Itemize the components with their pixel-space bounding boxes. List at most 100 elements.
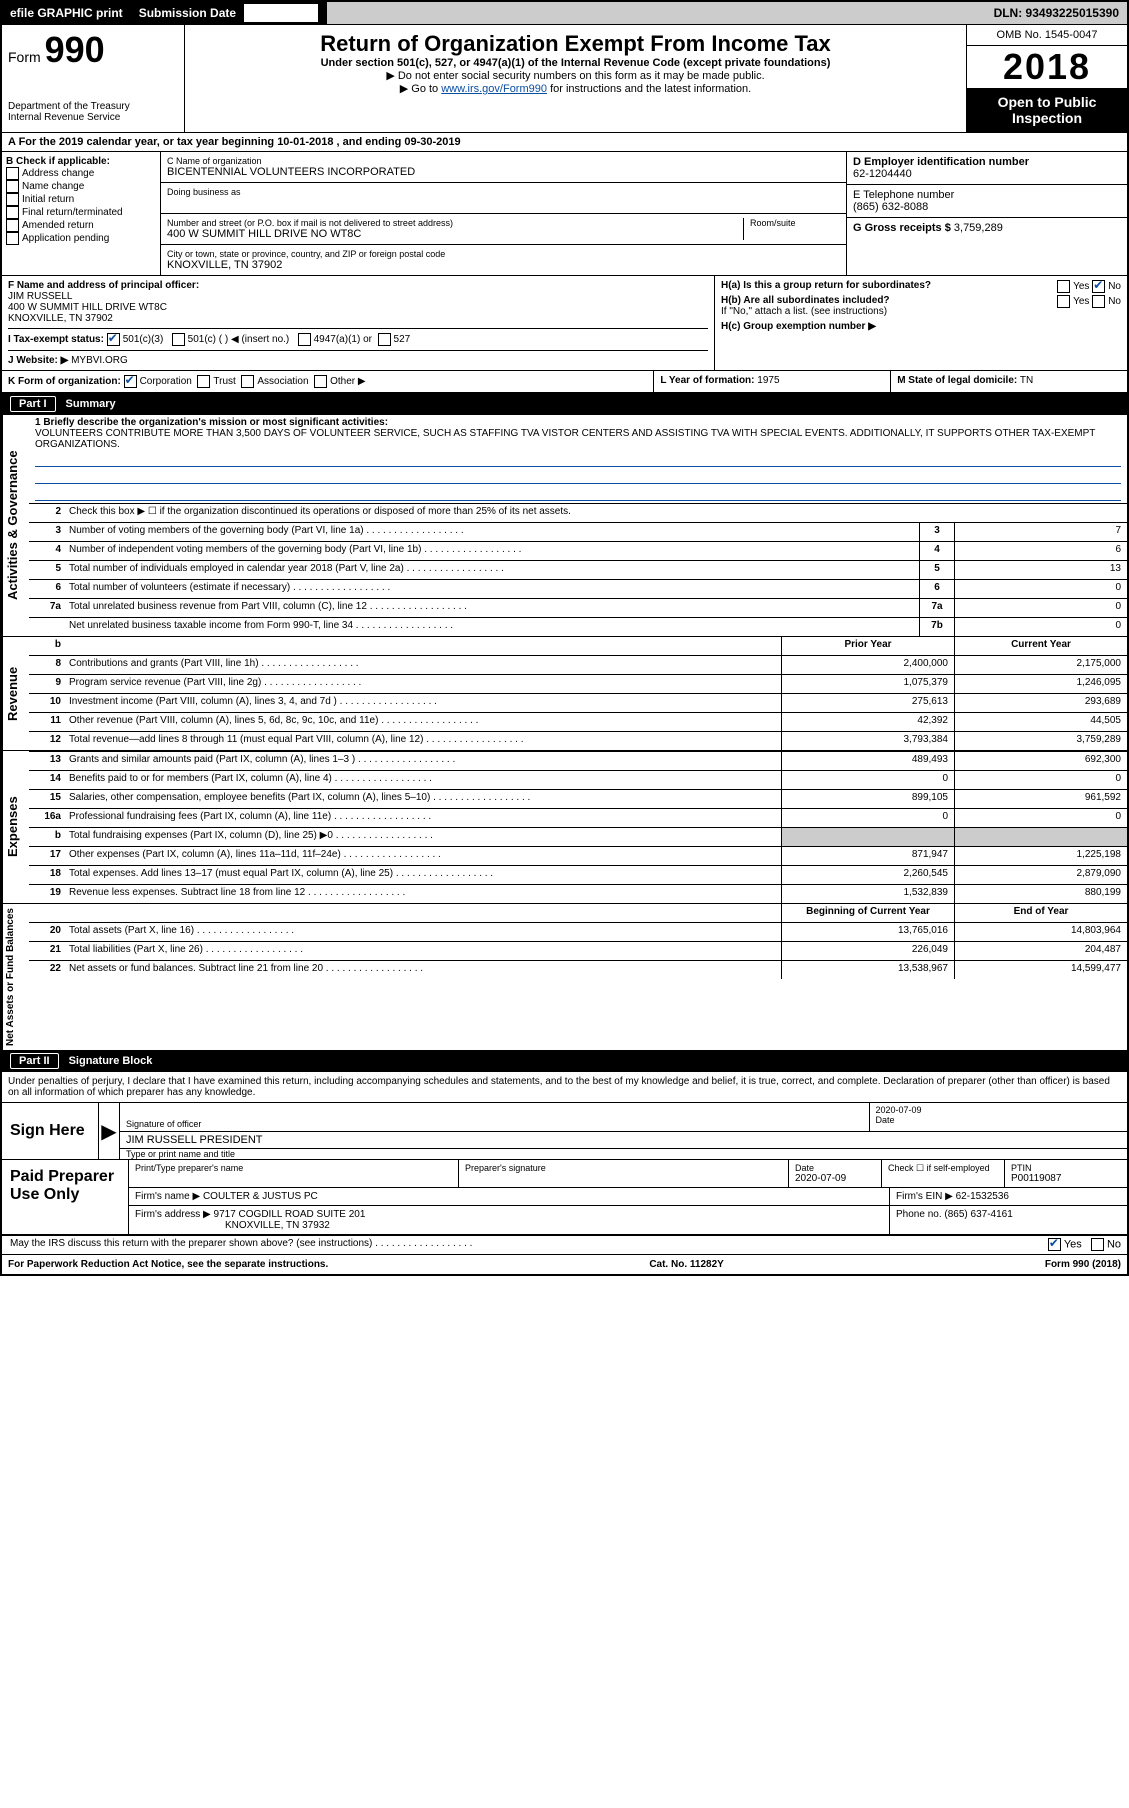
telephone-value: (865) 632-8088 — [853, 201, 1121, 213]
b-opt-final[interactable]: Final return/terminated — [6, 206, 156, 219]
line-desc: Number of voting members of the governin… — [65, 523, 919, 541]
501c-label: 501(c) ( ) ◀ (insert no.) — [188, 334, 290, 345]
b-opt-name[interactable]: Name change — [6, 180, 156, 193]
tax-status-label: I Tax-exempt status: — [8, 334, 104, 345]
501c-checkbox[interactable] — [172, 333, 185, 346]
hb-no-checkbox[interactable] — [1092, 295, 1105, 308]
line-desc: Other revenue (Part VIII, column (A), li… — [65, 713, 781, 731]
line-value: 0 — [954, 580, 1127, 598]
line-num: 20 — [29, 923, 65, 941]
4947-checkbox[interactable] — [298, 333, 311, 346]
prior-year-value: 0 — [781, 771, 954, 789]
firm-ein-value: 62-1532536 — [956, 1191, 1009, 1202]
prior-year-value: 42,392 — [781, 713, 954, 731]
b-opt-address[interactable]: Address change — [6, 167, 156, 180]
line-desc: Salaries, other compensation, employee b… — [65, 790, 781, 808]
sig-date-value: 2020-07-09 — [876, 1105, 1122, 1115]
current-year-value: 2,175,000 — [954, 656, 1127, 674]
e-tel-label: E Telephone number — [853, 189, 1121, 201]
header-right: OMB No. 1545-0047 2018 Open to Public In… — [966, 25, 1127, 132]
summary-line: 22 Net assets or fund balances. Subtract… — [29, 960, 1127, 979]
l-label: L Year of formation: — [660, 375, 754, 386]
current-year-value: 1,225,198 — [954, 847, 1127, 865]
line-value: 6 — [954, 542, 1127, 560]
summary-line: 6 Total number of volunteers (estimate i… — [29, 579, 1127, 598]
tax-year: 2018 — [967, 46, 1127, 88]
line-num: 5 — [29, 561, 65, 579]
paid-preparer-row: Paid Preparer Use Only Print/Type prepar… — [2, 1160, 1127, 1235]
discuss-no-checkbox[interactable] — [1091, 1238, 1104, 1251]
line-num: 18 — [29, 866, 65, 884]
part2-title: Signature Block — [69, 1055, 153, 1067]
summary-line: 15 Salaries, other compensation, employe… — [29, 789, 1127, 808]
current-year-value: 0 — [954, 809, 1127, 827]
summary-line: 9 Program service revenue (Part VIII, li… — [29, 674, 1127, 693]
prior-year-value: 3,793,384 — [781, 732, 954, 750]
form-title: Return of Organization Exempt From Incom… — [191, 31, 960, 57]
topbar: efile GRAPHIC print Submission Date 2020… — [2, 2, 1127, 25]
b-opt-initial[interactable]: Initial return — [6, 193, 156, 206]
current-year-value: 880,199 — [954, 885, 1127, 903]
footer-left: For Paperwork Reduction Act Notice, see … — [8, 1259, 328, 1270]
line-box: 4 — [919, 542, 954, 560]
hb-yes-label: Yes — [1073, 296, 1089, 307]
line-num: 21 — [29, 942, 65, 960]
line-num: 17 — [29, 847, 65, 865]
part1-title: Summary — [66, 398, 116, 410]
discuss-yes-checkbox[interactable] — [1048, 1238, 1061, 1251]
summary-line: 20 Total assets (Part X, line 16) 13,765… — [29, 922, 1127, 941]
k-other-checkbox[interactable] — [314, 375, 327, 388]
org-address: 400 W SUMMIT HILL DRIVE NO WT8C — [167, 228, 743, 240]
line-box: 6 — [919, 580, 954, 598]
current-year-value: 204,487 — [954, 942, 1127, 960]
note2-post: for instructions and the latest informat… — [550, 83, 751, 95]
hb-yes-checkbox[interactable] — [1057, 295, 1070, 308]
line-desc: Total number of individuals employed in … — [65, 561, 919, 579]
firm-addr1-value: 9717 COGDILL ROAD SUITE 201 — [214, 1209, 366, 1220]
ha-yes-label: Yes — [1073, 281, 1089, 292]
m-label: M State of legal domicile: — [897, 375, 1017, 386]
k-corp-checkbox[interactable] — [124, 375, 137, 388]
ha-no-checkbox[interactable] — [1092, 280, 1105, 293]
dept-treasury: Department of the Treasury — [8, 101, 178, 112]
section-f: F Name and address of principal officer:… — [2, 276, 715, 370]
net-assets-section: Net Assets or Fund Balances Beginning of… — [2, 903, 1127, 1050]
org-city: KNOXVILLE, TN 37902 — [167, 259, 840, 271]
sign-here-row: Sign Here ▶ Signature of officer 2020-07… — [2, 1103, 1127, 1160]
discuss-label: May the IRS discuss this return with the… — [2, 1236, 955, 1254]
line-value: 13 — [954, 561, 1127, 579]
firm-name-label: Firm's name ▶ — [135, 1191, 200, 1202]
activities-governance-section: Activities & Governance 1 Briefly descri… — [2, 415, 1127, 636]
527-checkbox[interactable] — [378, 333, 391, 346]
k-trust-checkbox[interactable] — [197, 375, 210, 388]
k-other-label: Other ▶ — [330, 376, 365, 387]
prep-check-label: Check ☐ if self-employed — [888, 1163, 998, 1174]
b-opt-pending[interactable]: Application pending — [6, 232, 156, 245]
officer-addr2: KNOXVILLE, TN 37902 — [8, 313, 708, 324]
summary-line: 4 Number of independent voting members o… — [29, 541, 1127, 560]
prior-year-value: 871,947 — [781, 847, 954, 865]
footer-mid: Cat. No. 11282Y — [649, 1259, 723, 1270]
sig-officer-label: Signature of officer — [126, 1119, 863, 1129]
form990-link[interactable]: www.irs.gov/Form990 — [441, 83, 547, 95]
line-desc: Contributions and grants (Part VIII, lin… — [65, 656, 781, 674]
line2-desc: Check this box ▶ ☐ if the organization d… — [65, 504, 1127, 522]
summary-line: b Total fundraising expenses (Part IX, c… — [29, 827, 1127, 846]
line-num: 11 — [29, 713, 65, 731]
line-num: 3 — [29, 523, 65, 541]
gross-receipts-value: 3,759,289 — [954, 222, 1003, 234]
ha-yes-checkbox[interactable] — [1057, 280, 1070, 293]
efile-button[interactable]: efile GRAPHIC print — [2, 2, 131, 24]
b-opt-amended[interactable]: Amended return — [6, 219, 156, 232]
declaration-text: Under penalties of perjury, I declare th… — [2, 1072, 1127, 1103]
header-left: Form 990 Department of the Treasury Inte… — [2, 25, 185, 132]
k-assoc-checkbox[interactable] — [241, 375, 254, 388]
summary-line: 12 Total revenue—add lines 8 through 11 … — [29, 731, 1127, 750]
website-label: J Website: ▶ — [8, 355, 68, 366]
prior-year-value: 489,493 — [781, 752, 954, 770]
line-num: 12 — [29, 732, 65, 750]
firm-phone-label: Phone no. — [896, 1209, 942, 1220]
summary-line: 3 Number of voting members of the govern… — [29, 522, 1127, 541]
prior-year-value: 13,765,016 — [781, 923, 954, 941]
501c3-checkbox[interactable] — [107, 333, 120, 346]
